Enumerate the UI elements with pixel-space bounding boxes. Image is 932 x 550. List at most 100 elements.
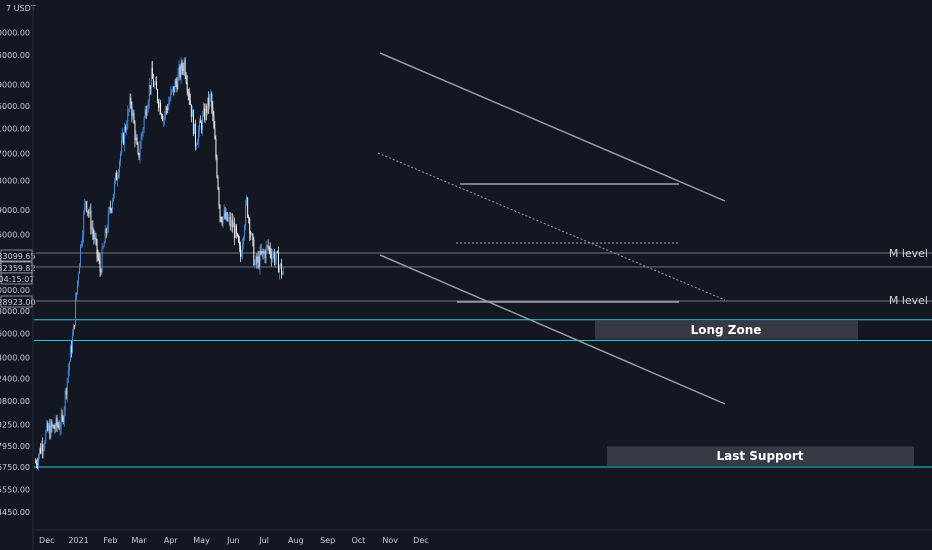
candle-body: [236, 233, 238, 236]
candle-body: [259, 250, 261, 268]
time-tick-label: Jun: [226, 536, 240, 545]
candle-body: [190, 104, 192, 117]
time-tick-label: Oct: [351, 536, 365, 545]
candle-body: [64, 390, 66, 409]
candle-body: [215, 138, 217, 158]
candle-body: [106, 229, 108, 234]
candle-body: [233, 222, 235, 238]
candle-body: [54, 428, 56, 430]
candle-body: [208, 97, 210, 107]
price-tick-label: 43000.00: [0, 177, 30, 186]
price-tick-label: 16750.00: [0, 463, 30, 472]
candle-body: [61, 414, 63, 418]
candle-body: [131, 104, 133, 117]
candle-body: [103, 243, 105, 247]
time-tick-label: Apr: [164, 536, 179, 545]
candle-body: [151, 67, 153, 79]
candle-body: [257, 256, 259, 263]
price-marker-label: 28923.00: [0, 298, 36, 307]
price-tick-label: 47000.00: [0, 150, 30, 159]
candle-body: [153, 83, 155, 87]
candle-body: [98, 257, 100, 261]
candle-body: [203, 108, 205, 116]
candle-body: [113, 181, 115, 195]
candle-body: [110, 208, 112, 210]
candle-body: [280, 263, 281, 267]
candle-body: [179, 66, 181, 78]
candle-body: [49, 425, 51, 438]
candle-body: [152, 78, 154, 87]
currency-header: 7 USDT: [6, 4, 36, 13]
candle-body: [87, 211, 89, 212]
candle-body: [260, 250, 262, 254]
candle-body: [162, 116, 164, 121]
candle-body: [182, 68, 184, 71]
candle-body: [40, 448, 42, 454]
candle-body: [274, 258, 276, 263]
candle-body: [254, 264, 256, 265]
candle-body: [185, 76, 187, 83]
candle-body: [56, 417, 58, 426]
candle-body: [177, 73, 179, 90]
candle-body: [41, 444, 43, 454]
candle-body: [67, 370, 69, 379]
candle-body: [201, 122, 202, 130]
time-tick-label: Dec: [39, 536, 54, 545]
candle-body: [189, 100, 191, 105]
candle-body: [232, 222, 234, 228]
candle-body: [165, 107, 167, 115]
candle-body: [273, 252, 275, 263]
price-tick-label: 20800.00: [0, 397, 30, 406]
candles: [35, 57, 284, 471]
candle-body: [39, 448, 41, 456]
price-tick-label: 59000.00: [0, 80, 30, 89]
candle-body: [164, 114, 166, 119]
candle-body: [97, 254, 99, 258]
candle-body: [265, 246, 267, 259]
candle-body: [248, 216, 250, 219]
candle-body: [214, 128, 216, 139]
price-tick-label: 22400.00: [0, 375, 30, 384]
candle-body: [187, 90, 189, 94]
candle-body: [200, 120, 201, 123]
candle-body: [193, 123, 195, 134]
candle-body: [126, 127, 128, 131]
candle-body: [102, 246, 104, 248]
candle-body: [204, 108, 206, 121]
long-zone-label: Long Zone: [691, 323, 762, 337]
candle-body: [112, 194, 114, 201]
candle-body: [142, 128, 144, 133]
candle-body: [125, 127, 127, 131]
candle-body: [282, 273, 283, 275]
candle-body: [186, 82, 188, 91]
candle-body: [277, 252, 279, 273]
candle-body: [258, 256, 260, 268]
price-tick-label: 55000.00: [0, 102, 30, 111]
candle-body: [122, 133, 124, 141]
candle-body: [184, 60, 186, 77]
price-tick-label: 51000.00: [0, 125, 30, 134]
candle-body: [109, 207, 111, 209]
candle-body: [171, 89, 173, 92]
candle-body: [107, 211, 109, 230]
candle-body: [76, 292, 77, 299]
candle-body: [57, 425, 59, 427]
candle-body: [37, 464, 38, 466]
candle-body: [128, 109, 130, 111]
candle-body: [129, 97, 131, 110]
last-support-label: Last Support: [716, 449, 803, 463]
candle-body: [36, 462, 37, 465]
candle-body: [263, 251, 265, 253]
zones: Long Zone Last Support: [595, 320, 914, 466]
candle-body: [175, 81, 177, 83]
price-markers: 33099.65 32359.82 04:15:07 28923.00: [0, 249, 36, 308]
candle-body: [137, 144, 139, 154]
time-tick-label: Mar: [131, 536, 147, 545]
candle-body: [160, 102, 161, 115]
candle-body: [143, 117, 145, 129]
time-tick-label: Aug: [288, 536, 304, 545]
candle-body: [271, 255, 273, 260]
candle-body: [136, 137, 138, 145]
price-tick-label: 65000.00: [0, 51, 30, 60]
